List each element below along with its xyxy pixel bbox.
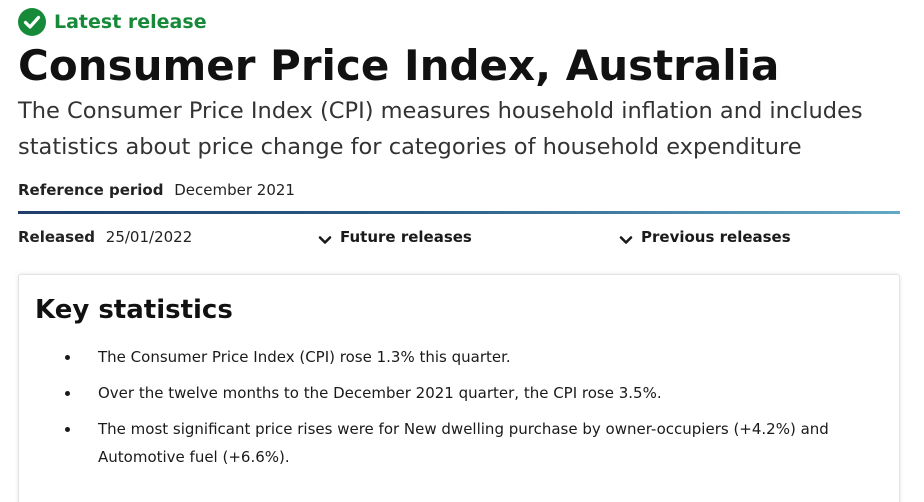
latest-release-label: Latest release [54, 11, 207, 33]
key-statistic-item: The most significant price rises were fo… [65, 415, 885, 471]
bullet-icon [65, 391, 70, 396]
page-subtitle: The Consumer Price Index (CPI) measures … [18, 98, 863, 160]
release-info-row: Released 25/01/2022 Future releases Prev… [18, 225, 900, 249]
reference-period-value: December 2021 [174, 181, 295, 199]
key-statistic-item: Over the twelve months to the December 2… [65, 379, 885, 407]
chevron-down-icon [318, 230, 332, 244]
key-statistic-text: Over the twelve months to the December 2… [98, 384, 662, 402]
released-value: 25/01/2022 [105, 228, 193, 246]
reference-period: Reference period December 2021 [18, 179, 295, 201]
chevron-down-icon [619, 230, 633, 244]
previous-releases-label: Previous releases [641, 228, 791, 246]
bullet-icon [65, 355, 70, 360]
future-releases-label: Future releases [340, 228, 472, 246]
key-statistics-list: The Consumer Price Index (CPI) rose 1.3%… [65, 343, 885, 479]
key-statistics-card: Key statistics The Consumer Price Index … [18, 274, 900, 502]
key-statistic-item: The Consumer Price Index (CPI) rose 1.3%… [65, 343, 885, 371]
released-label: Released [18, 228, 95, 246]
future-releases-toggle[interactable]: Future releases [318, 225, 472, 249]
key-statistic-text: The Consumer Price Index (CPI) rose 1.3%… [98, 348, 511, 366]
check-circle-icon [18, 8, 46, 36]
release-date: Released 25/01/2022 [18, 225, 192, 249]
section-divider [18, 211, 900, 214]
reference-period-label: Reference period [18, 181, 164, 199]
previous-releases-toggle[interactable]: Previous releases [619, 225, 791, 249]
key-statistic-text: The most significant price rises were fo… [98, 420, 829, 466]
bullet-icon [65, 427, 70, 432]
page-title: Consumer Price Index, Australia [18, 41, 780, 90]
key-statistics-heading: Key statistics [35, 295, 233, 325]
latest-release-badge: Latest release [18, 8, 207, 36]
